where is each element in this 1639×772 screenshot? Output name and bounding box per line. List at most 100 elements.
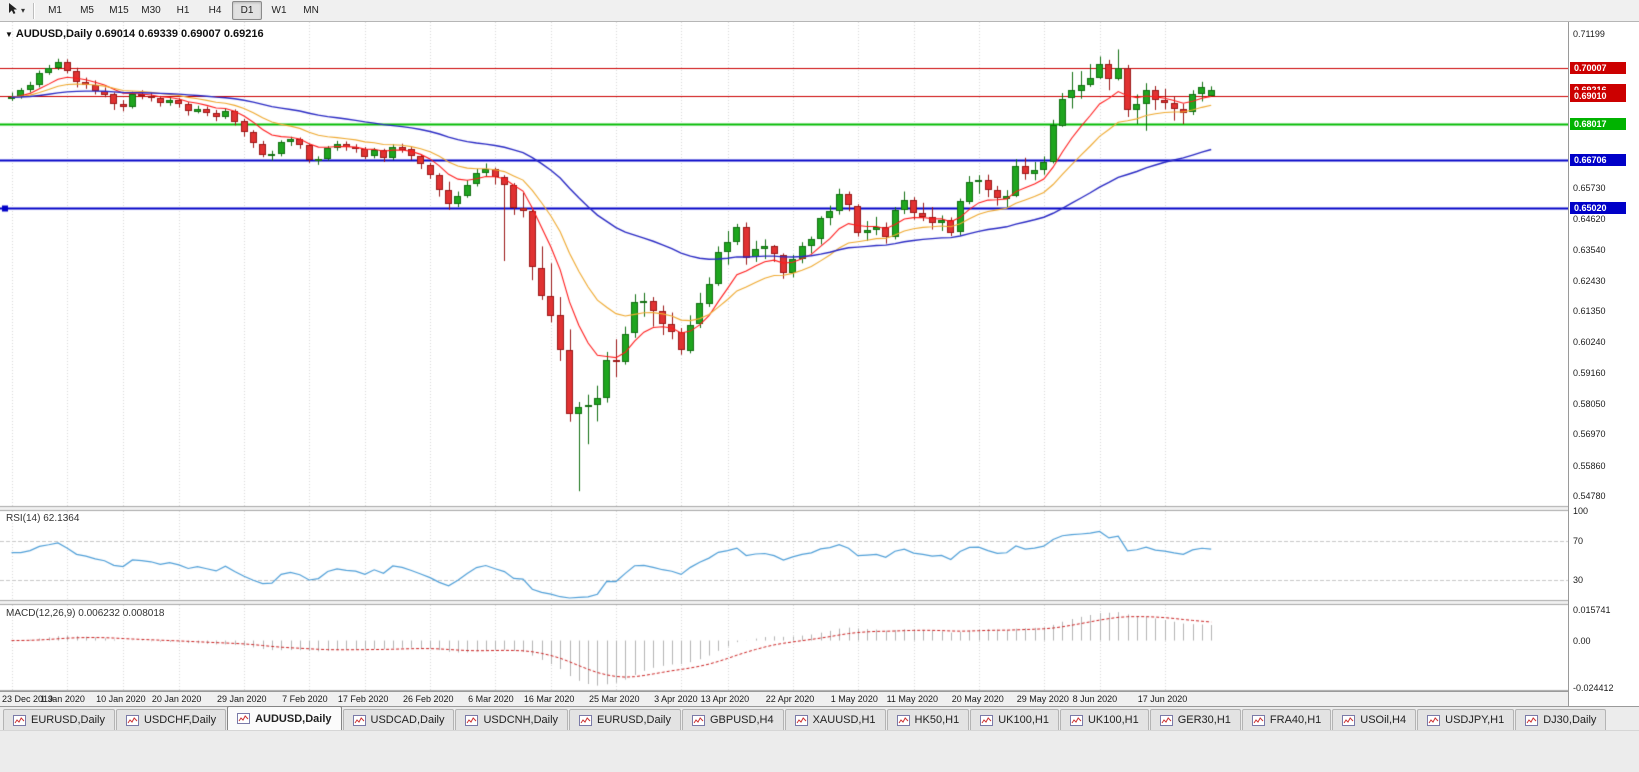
chart-tabs-bar: EURUSD,Daily USDCHF,Daily AUDUSD,Daily USDC… <box>0 706 1639 730</box>
rsi-axis-label: 70 <box>1573 535 1584 546</box>
date-label: 1 Jan 2020 <box>40 694 85 704</box>
price-tag: 0.70007 <box>1570 61 1626 74</box>
price-axis-label: 0.61350 <box>1573 306 1606 317</box>
tab-chart-icon <box>352 714 366 726</box>
price-axis-label: 0.59160 <box>1573 367 1606 378</box>
date-label: 23 Dec 2019 <box>2 694 54 704</box>
chart-tab-dj30-daily[interactable]: DJ30,Daily <box>1515 709 1607 730</box>
tab-label: USDCAD,Daily <box>370 714 445 726</box>
tab-chart-icon <box>579 714 593 726</box>
chart-tab-ger30-h1[interactable]: GER30,H1 <box>1149 709 1241 730</box>
date-label: 29 May 2020 <box>1016 694 1069 704</box>
tab-chart-icon <box>13 714 26 726</box>
chart-title: ▼ AUDUSD,Daily 0.69014 0.69339 0.69007 0.… <box>5 28 264 40</box>
chart-tab-usoil-h4[interactable]: USOil,H4 <box>1332 709 1417 730</box>
timeframe-button-d1[interactable]: D1 <box>232 1 263 20</box>
date-label: 8 Jun 2020 <box>1072 694 1118 704</box>
date-label: 17 Jun 2020 <box>1137 694 1188 704</box>
pointer-tool-button[interactable]: ▾ <box>4 2 28 20</box>
date-label: 17 Feb 2020 <box>337 694 389 704</box>
tab-chart-icon <box>1342 714 1356 726</box>
timeframe-button-m15[interactable]: M15 <box>109 5 129 16</box>
timeframe-button-m30[interactable]: M30 <box>141 5 161 16</box>
dropdown-caret-icon: ▾ <box>21 6 26 15</box>
timeframe-button-h1[interactable]: H1 <box>176 5 190 16</box>
tab-chart-icon <box>1159 714 1173 726</box>
timeframe-button-m1[interactable]: M1 <box>48 5 62 16</box>
timeframe-button-m5[interactable]: M5 <box>80 5 94 16</box>
date-label: 16 Mar 2020 <box>523 694 575 704</box>
price-axis-label: 0.71199 <box>1573 29 1605 39</box>
price-tag: 0.69010 <box>1570 89 1626 102</box>
tab-label: AUDUSD,Daily <box>255 712 332 725</box>
date-label: 11 May 2020 <box>886 694 938 704</box>
chart-tab-usdcnh-daily[interactable]: USDCNH,Daily <box>455 709 569 730</box>
chart-window: ▼ AUDUSD,Daily 0.69014 0.69339 0.69007 0.… <box>0 22 1639 706</box>
chart-tab-audusd-daily[interactable]: AUDUSD,Daily <box>227 706 342 730</box>
tab-chart-icon <box>1069 714 1083 726</box>
date-label: 6 Mar 2020 <box>468 694 514 704</box>
pointer-icon <box>7 2 20 20</box>
chart-tab-eurusd-daily[interactable]: EURUSD,Daily <box>3 709 115 730</box>
date-label: 1 May 2020 <box>830 694 878 704</box>
date-label: 25 Mar 2020 <box>589 694 640 704</box>
statusbar-filler <box>0 730 1639 772</box>
chart-tab-usdcad-daily[interactable]: USDCAD,Daily <box>342 709 455 730</box>
chart-tab-gbpusd-h4[interactable]: GBPUSD,H4 <box>682 709 784 730</box>
timeframe-button-mn[interactable]: MN <box>303 5 319 16</box>
tab-label: XAUUSD,H1 <box>812 714 876 726</box>
chart-tab-usdjpy-h1[interactable]: USDJPY,H1 <box>1417 709 1515 730</box>
chart-tab-hk50-h1[interactable]: HK50,H1 <box>886 709 970 730</box>
macd-axis-label: -0.024412 <box>1573 683 1614 693</box>
toolbar-separator <box>33 2 35 19</box>
tab-chart-icon <box>1525 714 1539 726</box>
date-label: 29 Jan 2020 <box>217 694 267 704</box>
price-tag: 0.68017 <box>1570 117 1626 130</box>
tab-chart-icon <box>896 714 910 726</box>
price-axis-label: 0.60240 <box>1573 337 1606 348</box>
date-label: 13 Apr 2020 <box>700 694 750 704</box>
rsi-axis-label: 30 <box>1573 575 1584 586</box>
chart-tab-eurusd-daily[interactable]: EURUSD,Daily <box>569 709 681 730</box>
date-label: 20 May 2020 <box>951 694 1004 704</box>
tab-label: EURUSD,Daily <box>31 714 105 726</box>
chart-tab-fra40-h1[interactable]: FRA40,H1 <box>1241 709 1332 730</box>
chart-canvas[interactable] <box>0 22 1568 691</box>
tab-chart-icon <box>237 713 251 724</box>
tab-label: GBPUSD,H4 <box>710 714 774 726</box>
tab-chart-icon <box>125 714 139 726</box>
timeframe-toolbar: ▾ M1 M5 M15 M30 H1 H4 D1 W1 MN <box>0 0 1639 22</box>
tab-chart-icon <box>980 714 994 726</box>
macd-axis-label: 0.00 <box>1573 635 1591 646</box>
date-axis[interactable]: 23 Dec 2019 1 Jan 2020 10 Jan 2020 20 Jan 2… <box>0 691 1568 706</box>
tab-label: DJ30,Daily <box>1543 714 1597 726</box>
timeframe-buttons: M1 M5 M15 M30 H1 H4 D1 W1 MN <box>39 1 327 20</box>
chart-tab-usdchf-daily[interactable]: USDCHF,Daily <box>115 709 227 730</box>
price-axis-label: 0.65730 <box>1573 182 1606 193</box>
window-menu-icon[interactable]: ▼ <box>5 30 13 39</box>
tab-label: UK100,H1 <box>998 714 1049 726</box>
macd-axis-label: 0.015741 <box>1573 605 1611 615</box>
tab-chart-icon <box>465 714 479 726</box>
chart-title-text: AUDUSD,Daily 0.69014 0.69339 0.69007 0.6… <box>15 28 264 40</box>
chart-tab-uk100-h1[interactable]: UK100,H1 <box>970 709 1059 730</box>
price-tag: 0.66706 <box>1570 154 1626 167</box>
timeframe-button-w1[interactable]: W1 <box>271 5 287 16</box>
price-axis[interactable]: 0.71199 0.65730 0.64620 0.63540 0.62430 0.613… <box>1568 22 1639 706</box>
price-tag: 0.65020 <box>1570 201 1626 214</box>
tab-chart-icon <box>1427 714 1441 726</box>
chart-tab-xauusd-h1[interactable]: XAUUSD,H1 <box>784 709 886 730</box>
chart-tab-uk100-h1[interactable]: UK100,H1 <box>1059 709 1149 730</box>
tab-chart-icon <box>692 714 705 726</box>
price-axis-label: 0.56970 <box>1573 429 1606 440</box>
tab-label: USDCHF,Daily <box>143 714 217 726</box>
tab-chart-icon <box>794 714 808 726</box>
date-label: 26 Feb 2020 <box>403 694 454 704</box>
tab-label: GER30,H1 <box>1177 714 1231 726</box>
tab-label: USOil,H4 <box>1360 714 1407 726</box>
tab-label: USDCNH,Daily <box>483 714 559 726</box>
tab-label: FRA40,H1 <box>1269 714 1322 726</box>
timeframe-button-h4[interactable]: H4 <box>208 5 222 16</box>
tab-label: USDJPY,H1 <box>1445 714 1505 726</box>
